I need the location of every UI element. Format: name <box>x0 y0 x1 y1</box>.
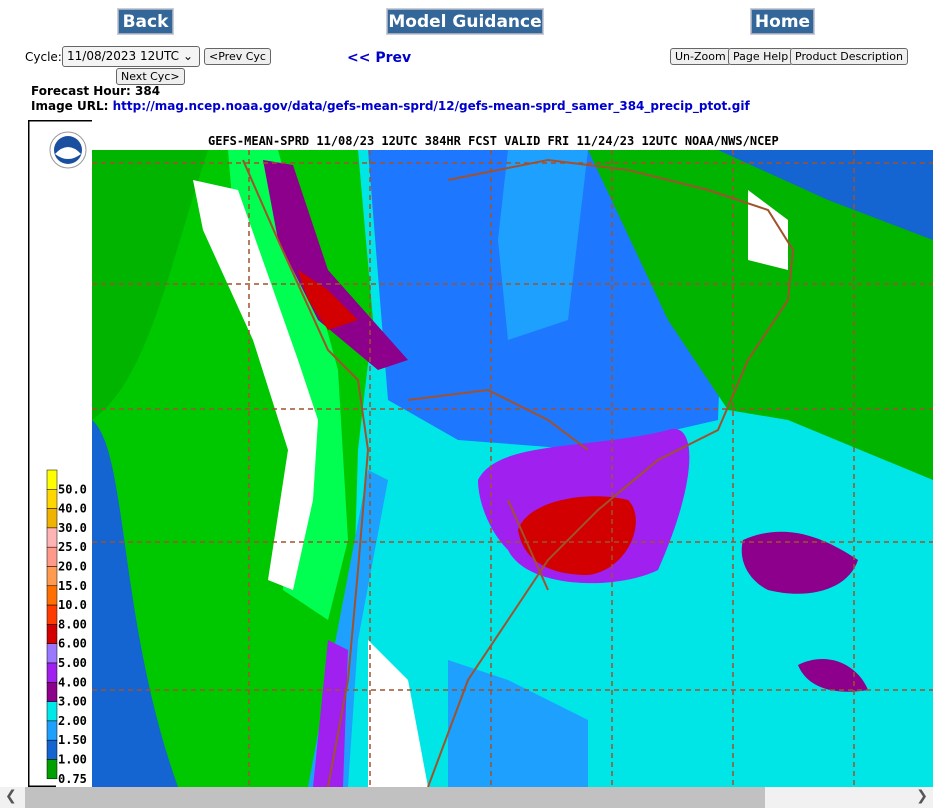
legend-label: 2.00 <box>58 714 87 728</box>
legend-label: 25.0 <box>58 540 87 554</box>
legend-swatch <box>46 546 58 567</box>
legend-swatch <box>46 527 58 548</box>
field <box>718 150 933 240</box>
field <box>92 150 208 420</box>
prev-cycle-button[interactable]: <Prev Cyc <box>204 48 271 65</box>
legend-swatch <box>46 469 58 490</box>
legend-swatch <box>46 585 58 606</box>
graticule <box>92 150 933 787</box>
forecast-hour: Forecast Hour: 384 <box>31 84 160 98</box>
scroll-right[interactable]: ❯ <box>916 788 928 804</box>
unzoom-button[interactable]: Un-Zoom <box>670 48 731 65</box>
legend-swatch <box>46 682 58 702</box>
logo-bird <box>55 147 81 159</box>
image-url: Image URL: http://mag.ncep.noaa.gov/data… <box>31 99 750 113</box>
legend-swatch <box>46 643 58 664</box>
dropdown-arrow: ⌄ <box>182 49 193 63</box>
map-title: GEFS-MEAN-SPRD 11/08/23 12UTC 384HR FCST… <box>208 134 779 148</box>
coastline <box>242 159 370 787</box>
legend-label: 1.00 <box>58 753 87 767</box>
hour-label: Forecast Hour: <box>31 84 131 98</box>
legend-swatch <box>46 489 58 509</box>
scrollbar[interactable]: ❮ ❯ <box>0 787 933 808</box>
back-button[interactable]: Back <box>117 8 174 35</box>
legend-label: 10.0 <box>58 598 87 612</box>
border <box>407 388 589 591</box>
legend-label: 40.0 <box>58 502 87 516</box>
prev-link[interactable]: << Prev <box>347 50 412 66</box>
legend-swatch <box>46 604 58 625</box>
legend-label: 3.00 <box>58 695 87 709</box>
andes <box>313 640 348 787</box>
scroll-left[interactable]: ❮ <box>5 788 17 804</box>
field <box>748 190 788 270</box>
url-link[interactable]: http://mag.ncep.noaa.gov/data/gefs-mean-… <box>112 99 750 113</box>
legend-swatch <box>46 720 58 741</box>
field <box>798 659 868 692</box>
legend-swatch <box>46 739 58 760</box>
andes <box>298 270 358 330</box>
field <box>92 420 178 787</box>
legend-swatch <box>46 701 58 722</box>
legend-backdrop <box>56 470 92 787</box>
field <box>368 640 428 787</box>
guidance-button[interactable]: Model Guidance <box>386 8 544 35</box>
legend-label: 1.50 <box>58 733 87 747</box>
legend-label: 8.00 <box>58 617 87 631</box>
legend-swatch <box>46 759 58 780</box>
coastline <box>242 158 795 787</box>
next-cycle-button[interactable]: Next Cyc> <box>116 68 185 85</box>
legend: 50.0 40.0 30.0 25.0 20.0 15.0 10.0 8.00 6.00 5.00… <box>46 469 92 787</box>
field <box>448 660 588 787</box>
help-button[interactable]: Page Help <box>728 48 794 65</box>
cycle-value: 11/08/2023 12UTC <box>67 49 180 63</box>
weather-map: GEFS-MEAN-SPRD 11/08/23 12UTC 384HR FCST… <box>28 120 933 787</box>
field <box>193 180 318 590</box>
legend-label: 6.00 <box>58 637 87 651</box>
map-field <box>92 150 933 787</box>
legend-label: 0.75 <box>58 772 87 786</box>
legend-label: 30.0 <box>58 521 87 535</box>
legend-label: 4.00 <box>58 675 87 689</box>
field <box>588 150 933 480</box>
andes <box>263 160 408 370</box>
legend-swatch <box>46 508 58 529</box>
legend-swatch <box>46 662 58 683</box>
cycle-select[interactable]: 11/08/2023 12UTC ⌄ <box>62 46 200 67</box>
field <box>518 496 636 575</box>
legend-label: 50.0 <box>58 482 87 496</box>
legend-swatch <box>46 624 58 644</box>
noaa-logo <box>49 131 87 169</box>
title-band <box>92 120 933 150</box>
field <box>498 150 588 340</box>
cycle-label: Cycle: <box>25 50 62 64</box>
field <box>741 531 858 594</box>
legend-swatch <box>46 566 58 587</box>
legend-label: 20.0 <box>58 560 87 574</box>
coastline <box>427 158 795 787</box>
legend-label: 5.00 <box>58 656 87 670</box>
hour-value: 384 <box>135 84 161 98</box>
home-button[interactable]: Home <box>750 8 815 35</box>
url-label: Image URL: <box>31 99 109 113</box>
description-button[interactable]: Product Description <box>790 48 908 65</box>
legend-label: 15.0 <box>58 579 87 593</box>
scroll-thumb[interactable] <box>25 787 765 808</box>
